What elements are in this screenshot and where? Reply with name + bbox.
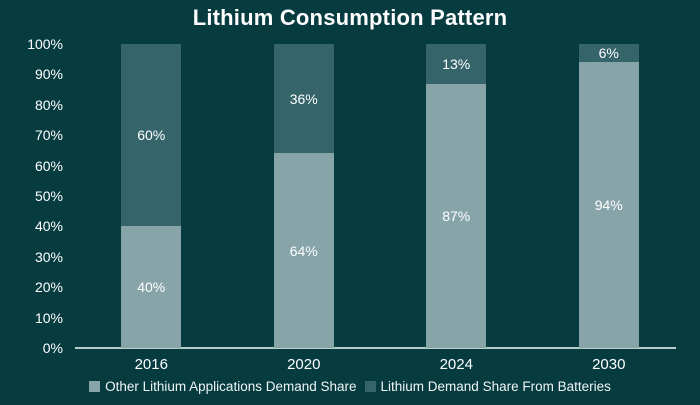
x-axis-label-2016: 2016 (134, 356, 168, 373)
y-tick-label: 70% (34, 127, 63, 144)
bar-2020: 36% 64% (273, 44, 334, 348)
y-tick-label: 50% (34, 188, 63, 204)
bar-segment: 6% (578, 44, 639, 63)
bar-2030: 6% 94% (578, 44, 639, 348)
bar-segment: 13% (426, 44, 487, 84)
y-tick-label: 20% (34, 279, 63, 296)
bars-container: 60% 40% 36% 64% 13% 87% 6% 94% (75, 44, 685, 348)
legend-label: Other Lithium Applications Demand Share (105, 379, 357, 394)
bar-value-label: 60% (137, 127, 166, 144)
x-axis-label-2020: 2020 (287, 356, 321, 373)
bar-2016: 60% 40% (121, 44, 182, 348)
bar-segment: 94% (578, 62, 639, 348)
legend-swatch-icon (364, 381, 376, 392)
plot-area: 60% 40% 36% 64% 13% 87% 6% 94% (75, 44, 685, 349)
chart-title: Lithium Consumption Pattern (192, 5, 508, 30)
y-tick-label: 40% (34, 218, 63, 235)
bar-value-label: 36% (289, 90, 318, 107)
x-axis-label-2024: 2024 (439, 356, 473, 373)
legend: Other Lithium Applications Demand Share L… (0, 379, 700, 394)
legend-swatch-icon (89, 381, 101, 392)
bar-value-label: 94% (594, 197, 623, 214)
legend-item: Other Lithium Applications Demand Share (89, 379, 357, 394)
x-axis-label-2030: 2030 (592, 356, 626, 373)
bar-value-label: 64% (289, 242, 318, 259)
bar-value-label: 13% (442, 55, 471, 72)
bar-segment: 60% (121, 44, 182, 227)
bar-segment: 87% (426, 83, 487, 348)
bar-segment: 64% (273, 153, 334, 348)
bar-value-label: 40% (137, 279, 166, 296)
y-tick-label: 100% (27, 36, 63, 52)
y-tick-label: 60% (34, 157, 63, 174)
bar-value-label: 6% (598, 45, 619, 62)
y-tick-label: 80% (34, 96, 63, 113)
legend-label: Lithium Demand Share From Batteries (380, 379, 611, 394)
y-tick-label: 90% (34, 66, 63, 83)
bar-2024: 13% 87% (426, 44, 487, 348)
y-tick-label: 0% (42, 340, 63, 356)
y-axis: 0% 10% 20% 30% 40% 50% 60% 70% 80% 90% 100% (0, 36, 63, 356)
bar-value-label: 87% (442, 207, 471, 224)
x-axis-labels: 2016 2020 2024 2030 (75, 356, 685, 373)
y-tick-label: 30% (34, 248, 63, 265)
legend-item: Lithium Demand Share From Batteries (364, 379, 611, 394)
y-tick-label: 10% (34, 309, 63, 326)
bar-segment: 36% (273, 44, 334, 154)
bar-segment: 40% (121, 226, 182, 348)
x-axis-line (75, 347, 676, 349)
